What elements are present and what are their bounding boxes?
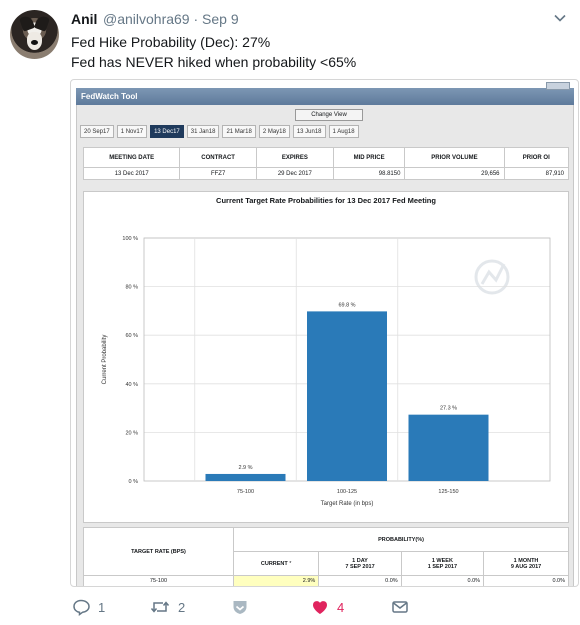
y-tick-label: 60 % xyxy=(125,333,138,339)
prob-header-week: 1 WEEK 1 SEP 2017 xyxy=(400,551,485,576)
info-header: PRIOR OI xyxy=(503,147,569,168)
tweet-image[interactable]: FedWatch Tool Change View 20 Sep17 1 Nov… xyxy=(70,79,579,587)
fedwatch-title-bar: FedWatch Tool xyxy=(76,82,574,105)
y-tick-label: 0 % xyxy=(129,479,139,485)
like-button[interactable]: 4 xyxy=(311,598,344,616)
x-tick-label: 125-150 xyxy=(438,489,458,495)
chart-bar xyxy=(408,414,489,481)
meeting-tabs: 20 Sep17 1 Nov17 13 Dec17 31 Jan18 21 Ma… xyxy=(80,125,359,138)
chevron-down-icon[interactable] xyxy=(552,10,568,26)
prob-cell: 0.0% xyxy=(400,575,485,586)
y-tick-label: 20 % xyxy=(125,430,138,436)
avatar[interactable] xyxy=(10,10,59,59)
tweet-actions: 1 2 4 xyxy=(70,598,470,620)
share-dm-button[interactable] xyxy=(231,598,249,616)
info-cell: 13 Dec 2017 xyxy=(82,167,181,180)
y-tick-label: 40 % xyxy=(125,382,138,388)
info-cell: 29 Dec 2017 xyxy=(255,167,334,180)
probability-chart: Current Target Rate Probabilities for 13… xyxy=(83,191,569,523)
tab-meeting: 1 Nov17 xyxy=(116,125,148,138)
chart-bar xyxy=(205,473,286,481)
retweet-icon xyxy=(150,601,170,613)
info-cell: 98.8150 xyxy=(332,167,406,180)
info-cell: 29,656 xyxy=(404,167,505,180)
tab-meeting: 2 May18 xyxy=(258,125,290,138)
message-button[interactable] xyxy=(391,598,409,616)
info-cell: FFZ7 xyxy=(179,167,257,180)
tab-meeting: 1 Aug18 xyxy=(328,125,359,138)
author-handle-time[interactable]: @anilvohra69 · Sep 9 xyxy=(103,11,239,27)
y-tick-label: 80 % xyxy=(125,285,138,291)
y-tick-label: 100 % xyxy=(122,236,138,242)
prob-header-month: 1 MONTH 9 AUG 2017 xyxy=(483,551,569,576)
tab-meeting: 20 Sep17 xyxy=(80,125,114,138)
tweet-line: Fed has NEVER hiked when probability <65… xyxy=(71,54,357,70)
chart-title: Current Target Rate Probabilities for 13… xyxy=(216,196,436,205)
x-tick-label: 75-100 xyxy=(237,489,254,495)
probability-table: TARGET RATE (BPS) PROBABILITY(%) CURRENT… xyxy=(83,527,569,586)
y-axis-label: Current Probability xyxy=(102,335,108,385)
prob-cell: 2.9% xyxy=(232,575,320,586)
table-row: 75-100 2.9% 0.0% 0.0% 0.0% xyxy=(83,575,569,586)
x-axis-label: Target Rate (in bps) xyxy=(321,501,374,507)
fedwatch-watermark-icon xyxy=(474,259,510,295)
tab-meeting: 21 Mar18 xyxy=(222,125,256,138)
info-header: EXPIRES xyxy=(255,147,334,168)
window-control xyxy=(546,82,570,90)
fedwatch-title: FedWatch Tool xyxy=(81,92,138,101)
retweet-button[interactable]: 2 xyxy=(150,598,185,616)
info-header: CONTRACT xyxy=(179,147,257,168)
reply-icon xyxy=(73,599,90,616)
chart-canvas: 0 % 20 % 40 % 60 % 80 % 100 % 2.9 % 75-100 69.8 … xyxy=(102,236,551,507)
chart-bar xyxy=(307,311,387,481)
data-label: 2.9 % xyxy=(238,465,252,471)
author-name[interactable]: Anil xyxy=(71,11,98,27)
info-header: MID PRICE xyxy=(332,147,406,168)
shield-check-icon xyxy=(233,601,247,614)
change-view-select: Change View xyxy=(295,109,363,121)
info-header: PRIOR VOLUME xyxy=(404,147,505,168)
heart-icon xyxy=(312,601,328,614)
meeting-info-table: MEETING DATE CONTRACT EXPIRES MID PRICE … xyxy=(82,147,569,180)
tab-meeting-active: 13 Dec17 xyxy=(150,125,184,138)
info-header: MEETING DATE xyxy=(82,147,181,168)
prob-cell: 0.0% xyxy=(318,575,402,586)
reply-count: 1 xyxy=(98,599,106,615)
reply-button[interactable]: 1 xyxy=(72,598,105,616)
tweet-line: Fed Hike Probability (Dec): 27% xyxy=(71,34,271,50)
prob-header-day: 1 DAY 7 SEP 2017 xyxy=(318,551,402,576)
prob-cell: 0.0% xyxy=(483,575,569,586)
tweet-text: Fed Hike Probability (Dec): 27% Fed has … xyxy=(71,32,356,72)
like-count: 4 xyxy=(337,599,345,615)
prob-header-target: TARGET RATE (BPS) xyxy=(83,527,234,576)
prob-header-current: CURRENT * xyxy=(232,551,320,576)
tab-meeting: 31 Jan18 xyxy=(186,125,220,138)
prob-header-group: PROBABILITY(%) xyxy=(233,527,569,552)
tab-meeting: 13 Jun18 xyxy=(292,125,326,138)
x-tick-label: 100-125 xyxy=(337,489,357,495)
fedwatch-body: Change View 20 Sep17 1 Nov17 13 Dec17 31… xyxy=(76,105,574,586)
retweet-count: 2 xyxy=(178,599,186,615)
data-label: 69.8 % xyxy=(338,302,355,308)
envelope-icon xyxy=(392,601,408,613)
prob-cell: 75-100 xyxy=(83,575,234,586)
data-label: 27.3 % xyxy=(440,406,457,412)
info-cell: 87,910 xyxy=(503,167,569,180)
